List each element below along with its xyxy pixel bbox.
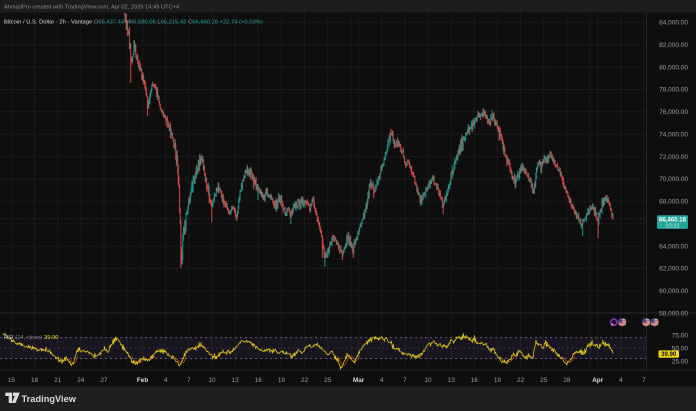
svg-text:Apr: Apr — [592, 377, 604, 384]
svg-text:Mar: Mar — [353, 377, 365, 384]
svg-text:84,000.00: 84,000.00 — [659, 20, 688, 27]
svg-text:78,000.00: 78,000.00 — [659, 87, 688, 94]
svg-text:28: 28 — [563, 377, 571, 384]
svg-text:RSI (14, close) 39.90: RSI (14, close) 39.90 — [4, 335, 59, 341]
svg-text:TradingView: TradingView — [22, 394, 77, 404]
svg-text:4: 4 — [380, 377, 384, 384]
svg-text:15: 15 — [8, 377, 16, 384]
svg-text:10:31: 10:31 — [665, 224, 679, 230]
svg-text:13: 13 — [448, 377, 456, 384]
svg-text:25: 25 — [324, 377, 332, 384]
svg-text:7: 7 — [403, 377, 407, 384]
svg-text:19: 19 — [278, 377, 286, 384]
svg-text:64,000.00: 64,000.00 — [659, 243, 688, 250]
svg-text:60,000.00: 60,000.00 — [659, 288, 688, 295]
svg-text:39.90: 39.90 — [661, 351, 677, 358]
svg-text:4: 4 — [164, 377, 168, 384]
svg-text:4: 4 — [619, 377, 623, 384]
svg-text:72,000.00: 72,000.00 — [659, 154, 688, 161]
svg-text:58,000.00: 58,000.00 — [659, 311, 688, 318]
svg-text:82,000.00: 82,000.00 — [659, 42, 688, 49]
svg-text:22: 22 — [517, 377, 525, 384]
svg-text:70,000.00: 70,000.00 — [659, 176, 688, 183]
svg-text:80,000.00: 80,000.00 — [659, 64, 688, 71]
svg-text:13: 13 — [232, 377, 240, 384]
svg-text:10: 10 — [424, 377, 432, 384]
svg-text:76,000.00: 76,000.00 — [659, 109, 688, 116]
svg-text:27: 27 — [100, 377, 108, 384]
svg-text:25: 25 — [540, 377, 548, 384]
svg-text:50.00: 50.00 — [672, 345, 689, 352]
svg-text:16: 16 — [255, 377, 263, 384]
svg-text:62,000.00: 62,000.00 — [659, 266, 688, 273]
svg-text:Feb: Feb — [137, 377, 148, 384]
svg-text:10: 10 — [208, 377, 216, 384]
svg-text:22: 22 — [301, 377, 309, 384]
svg-text:75.00: 75.00 — [672, 332, 689, 339]
svg-text:7: 7 — [187, 377, 191, 384]
svg-text:25.00: 25.00 — [672, 358, 689, 365]
svg-text:18: 18 — [31, 377, 39, 384]
svg-text:7: 7 — [642, 377, 646, 384]
svg-text:AhmadPro created with TradingV: AhmadPro created with TradingView.com, A… — [4, 5, 179, 11]
svg-text:66,460.18: 66,460.18 — [659, 216, 687, 223]
svg-text:24: 24 — [77, 377, 85, 384]
svg-text:16: 16 — [471, 377, 479, 384]
svg-text:21: 21 — [54, 377, 62, 384]
svg-text:Bitcoin / U.S. Dollar · 2h · V: Bitcoin / U.S. Dollar · 2h · Vantage O66… — [4, 20, 263, 26]
svg-text:68,000.00: 68,000.00 — [659, 199, 688, 206]
svg-text:19: 19 — [494, 377, 502, 384]
svg-text:74,000.00: 74,000.00 — [659, 131, 688, 138]
